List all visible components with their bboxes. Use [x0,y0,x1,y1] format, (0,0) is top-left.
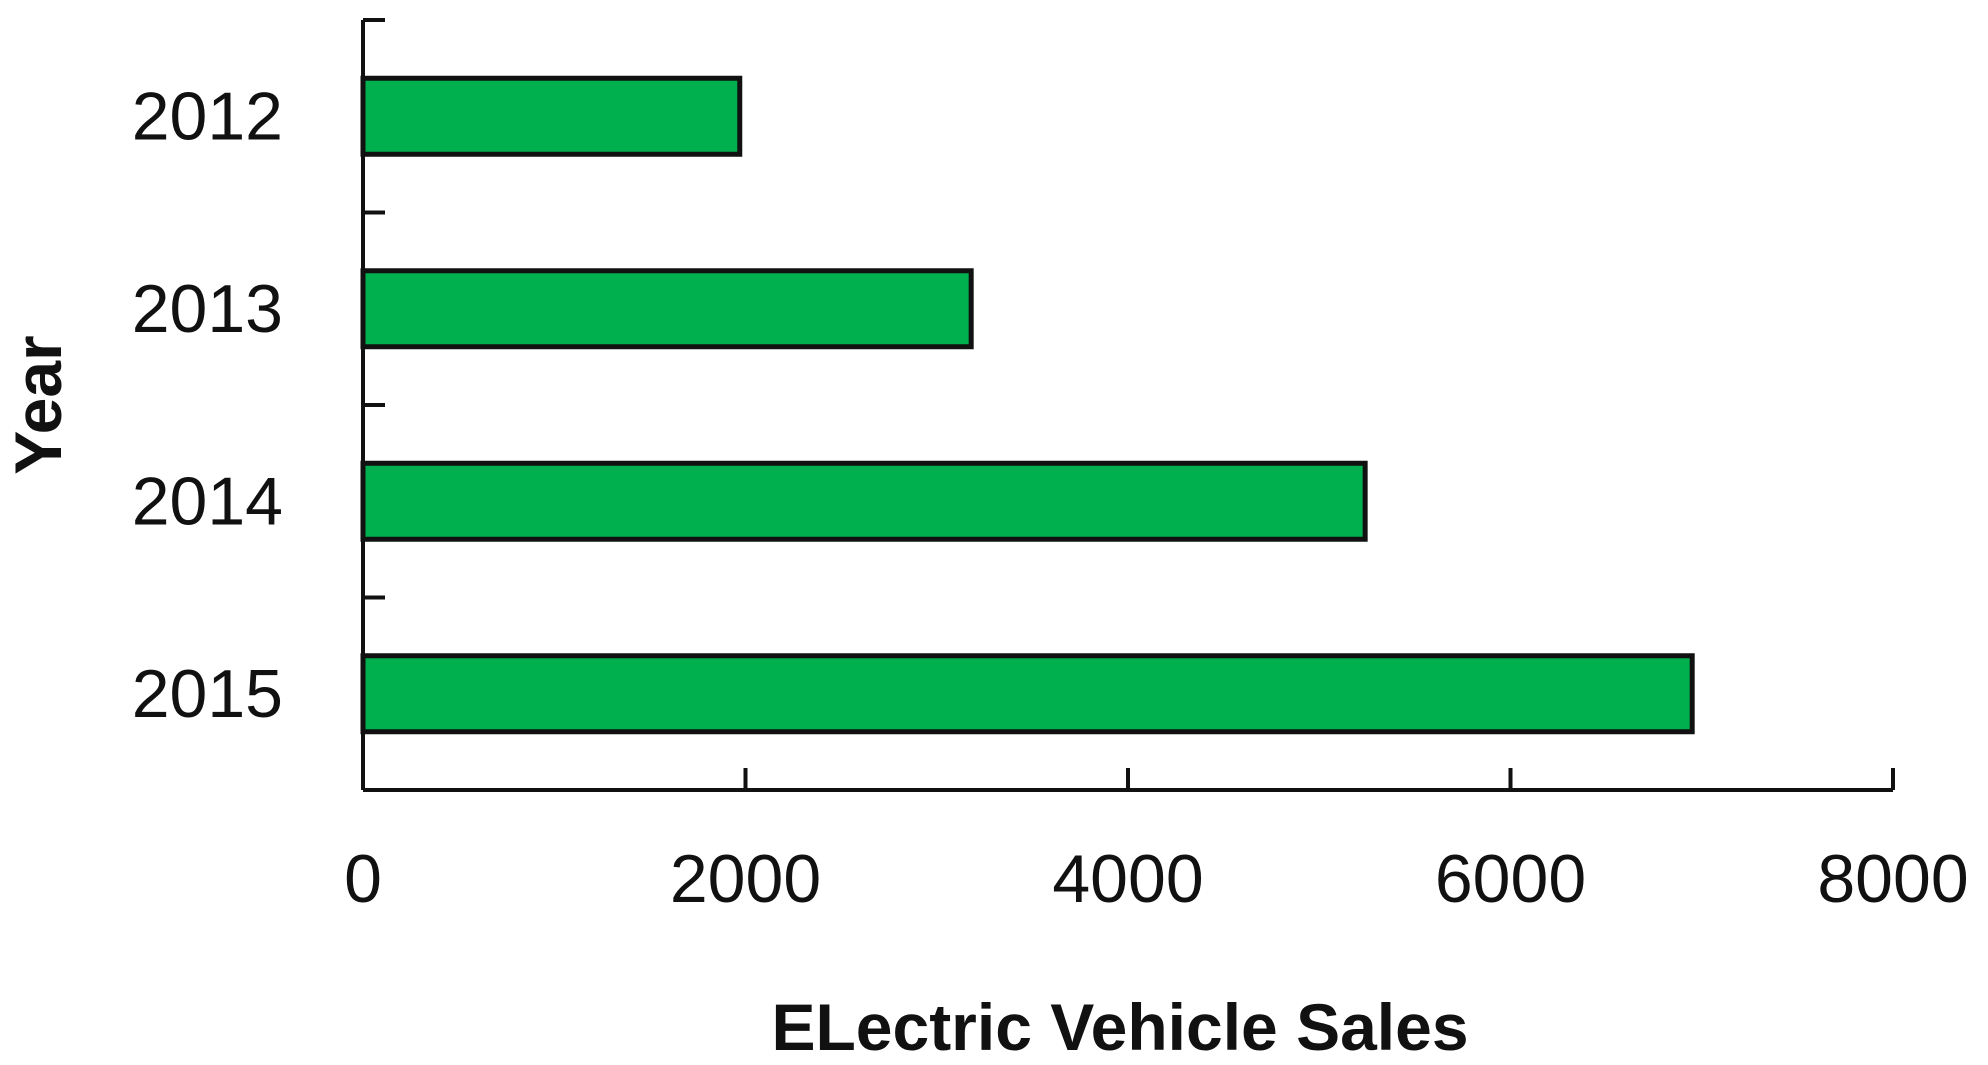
bar-2013 [360,268,974,350]
y-tick-label-2015: 2015 [132,656,283,732]
y-tick-label-2014: 2014 [132,463,283,539]
bar-2012 [360,75,743,157]
x-tick-label-0: 0 [344,841,382,917]
bar-2014 [360,460,1368,542]
ticks-group [361,18,1895,792]
y-tick-label-2013: 2013 [132,271,283,347]
x-tick-label-8000: 8000 [1817,841,1968,917]
x-tick-label-2000: 2000 [670,841,821,917]
x-tick-label-6000: 6000 [1435,841,1586,917]
bars-group [360,75,1695,735]
x-tick-label-4000: 4000 [1052,841,1203,917]
tick-labels-group: 2012 2013 2014 2015 0 2000 4000 6000 8000 [132,78,1969,917]
y-tick-label-2012: 2012 [132,78,283,154]
bar-2015 [360,653,1695,735]
y-axis-title: Year [1,335,75,474]
x-axis-title: ELectric Vehicle Sales [771,990,1468,1064]
